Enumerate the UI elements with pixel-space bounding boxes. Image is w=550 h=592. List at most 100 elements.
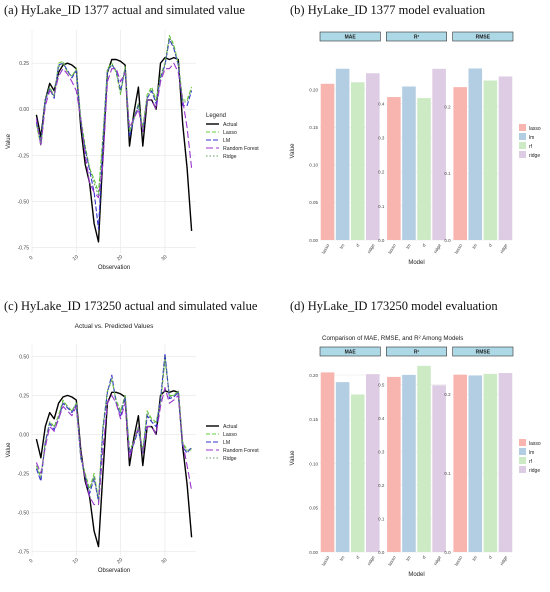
x-tick-label-rmse-lasso-d: lasso bbox=[453, 555, 463, 567]
y-tick-label-a-0: -0.75 bbox=[18, 245, 30, 251]
y-axis-label-c: Value bbox=[6, 442, 12, 458]
x-tick-label-c-0: 0 bbox=[28, 558, 34, 565]
bar-r2-lm-d bbox=[402, 374, 416, 552]
legend-label-lasso-b: lasso bbox=[529, 126, 541, 132]
legend-label-ridge-c: Ridge bbox=[223, 456, 237, 462]
bar-r2-ridge-d bbox=[432, 385, 446, 552]
facet-strip-r2-b bbox=[386, 31, 447, 42]
legend-label-rf-b: rf bbox=[529, 144, 533, 150]
legend-label-lm-a: LM bbox=[223, 138, 230, 144]
legend-label-lm-b: lm bbox=[529, 135, 534, 141]
y-tick-label-mae-d-2: 0.10 bbox=[309, 461, 318, 466]
y-tick-label-r2-d-2: 0.2 bbox=[378, 483, 385, 488]
y-tick-label-c-1: -0.50 bbox=[18, 510, 30, 516]
y-tick-label-mae-b-3: 0.15 bbox=[309, 125, 318, 130]
facet-strip-label-rmse-d: RMSE bbox=[476, 350, 491, 356]
legend-key-lasso-d bbox=[519, 439, 526, 446]
x-tick-label-r2-rf-b: rf bbox=[421, 242, 427, 248]
facet-strip-rmse-d bbox=[452, 346, 514, 357]
y-axis-label-d: Value bbox=[290, 450, 296, 466]
y-tick-label-mae-d-3: 0.15 bbox=[309, 417, 318, 422]
bar-mae-ridge-b bbox=[366, 73, 380, 240]
y-tick-label-r2-b-0: 0.0 bbox=[378, 238, 385, 243]
facet-strip-r2-d bbox=[386, 346, 447, 357]
y-tick-label-mae-b-1: 0.05 bbox=[309, 200, 318, 205]
legend-key-rf-d bbox=[519, 457, 526, 464]
facet-strip-label-mae-b: MAE bbox=[345, 35, 357, 41]
y-tick-label-rmse-d-2: 0.2 bbox=[444, 392, 451, 397]
bar-rmse-lm-b bbox=[468, 68, 483, 240]
chart-a-line-plot: -0.75 -0.50 -0.25 0.00 0.25 0 10 20 30 Observatio… bbox=[6, 30, 259, 271]
y-tick-label-rmse-d-0: 0.0 bbox=[444, 550, 451, 555]
bar-rmse-lasso-b bbox=[453, 87, 467, 240]
x-tick-label-a-3: 30 bbox=[160, 254, 168, 262]
legend-title-a: Legend bbox=[206, 113, 226, 119]
x-tick-label-rmse-rf-d: rf bbox=[488, 554, 494, 560]
y-tick-label-r2-b-4: 0.4 bbox=[378, 102, 385, 107]
x-tick-label-mae-ridge-d: ridge bbox=[366, 555, 376, 567]
legend-label-ridge-d: ridge bbox=[529, 468, 540, 474]
y-tick-label-c-4: 0.25 bbox=[19, 393, 29, 399]
x-tick-label-rmse-ridge-b: ridge bbox=[499, 243, 509, 255]
y-tick-label-a-1: -0.50 bbox=[18, 199, 30, 205]
x-tick-label-mae-lasso-b: lasso bbox=[321, 243, 331, 255]
x-tick-label-r2-lasso-d: lasso bbox=[387, 555, 397, 567]
bar-mae-ridge-d bbox=[366, 374, 380, 552]
x-tick-label-r2-lm-d: lm bbox=[405, 555, 412, 562]
series-line-actual-a bbox=[35, 56, 193, 243]
y-tick-label-r2-d-4: 0.4 bbox=[378, 416, 385, 421]
series-line-ridge-c bbox=[35, 355, 192, 501]
x-tick-label-mae-lm-d: lm bbox=[339, 555, 346, 562]
y-axis-label-b: Value bbox=[290, 143, 296, 159]
bar-rmse-lasso-d bbox=[453, 374, 467, 552]
facet-strip-label-mae-d: MAE bbox=[345, 350, 357, 356]
x-tick-label-c-1: 10 bbox=[72, 557, 80, 565]
y-tick-label-c-0: -0.75 bbox=[18, 549, 30, 555]
y-tick-label-r2-b-3: 0.3 bbox=[378, 136, 385, 141]
legend-label-lasso-c: Lasso bbox=[223, 432, 237, 438]
bar-mae-lm-b bbox=[335, 68, 350, 240]
series-line-ridge-a bbox=[35, 36, 193, 197]
x-tick-label-a-2: 20 bbox=[116, 254, 124, 262]
y-tick-label-mae-b-0: 0.00 bbox=[309, 238, 318, 243]
x-tick-label-r2-ridge-d: ridge bbox=[433, 555, 443, 567]
legend-key-lm-d bbox=[519, 448, 526, 455]
y-tick-label-mae-b-4: 0.20 bbox=[309, 88, 318, 93]
chart-b-bar-plot: MAE 0.00 0.05 0.10 0.15 0.20 lasso lm rf ridge R² 0… bbox=[290, 31, 541, 266]
y-tick-label-rmse-b-2: 0.2 bbox=[444, 104, 451, 109]
series-line-lm-a bbox=[35, 38, 193, 230]
facet-strip-rmse-b bbox=[452, 31, 514, 42]
legend-label-ridge-a: Ridge bbox=[223, 154, 237, 160]
x-tick-label-mae-rf-b: rf bbox=[355, 242, 361, 248]
x-tick-label-mae-rf-d: rf bbox=[355, 554, 361, 560]
legend-label-ridge-b: ridge bbox=[529, 153, 540, 159]
bar-rmse-lm-d bbox=[468, 375, 483, 552]
legend-key-lasso-b bbox=[519, 124, 526, 131]
y-tick-label-mae-d-0: 0.00 bbox=[309, 550, 318, 555]
chart-d-bar-plot: Comparison of MAE, RMSE, and R² Among Mo… bbox=[290, 335, 541, 578]
x-tick-label-r2-rf-d: rf bbox=[421, 554, 427, 560]
facet-strip-label-r2-d: R² bbox=[414, 350, 420, 356]
bar-r2-rf-b bbox=[417, 98, 431, 241]
y-tick-label-mae-d-4: 0.20 bbox=[309, 373, 318, 378]
legend-label-lasso-d: lasso bbox=[529, 441, 541, 447]
bar-rmse-rf-d bbox=[483, 373, 498, 552]
legend-label-actual-a: Actual bbox=[223, 122, 237, 128]
facet-strip-label-r2-b: R² bbox=[414, 35, 420, 41]
x-axis-label-b: Model bbox=[408, 260, 424, 266]
legend-label-random-forest-c: Random Forest bbox=[223, 448, 259, 454]
x-axis-label-c: Observation bbox=[98, 568, 130, 574]
x-tick-label-rmse-lasso-b: lasso bbox=[453, 243, 463, 255]
y-axis-label-a: Value bbox=[6, 133, 12, 149]
panel-b-title: (b) HyLake_ID 1377 model evaluation bbox=[290, 3, 486, 17]
x-axis-label-a: Observation bbox=[98, 265, 130, 271]
y-tick-label-mae-b-2: 0.10 bbox=[309, 163, 318, 168]
y-tick-label-r2-d-3: 0.3 bbox=[378, 449, 385, 454]
panel-d-title: (d) HyLake_ID 173250 model evaluation bbox=[290, 299, 498, 313]
x-tick-label-mae-lasso-d: lasso bbox=[321, 555, 331, 567]
y-tick-label-r2-d-1: 0.1 bbox=[378, 516, 385, 521]
bar-r2-lasso-b bbox=[387, 97, 401, 240]
series-line-lasso-c bbox=[35, 359, 192, 501]
bar-mae-rf-b bbox=[350, 82, 365, 241]
legend-label-lm-d: lm bbox=[529, 450, 534, 456]
